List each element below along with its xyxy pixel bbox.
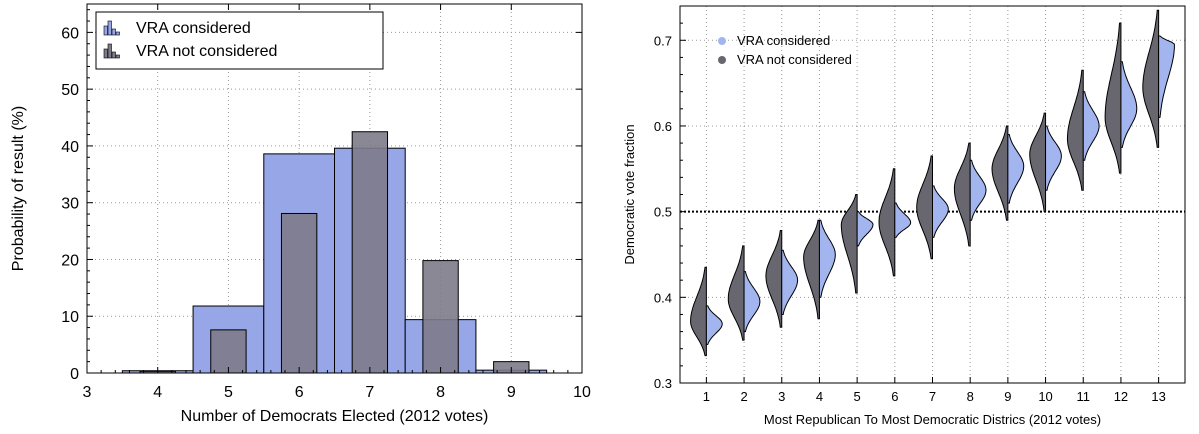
- violin-vra-not-considered-district-3: [765, 229, 783, 328]
- histogram-legend-box: [95, 11, 384, 70]
- violin-vra-not-considered-district-8: [953, 142, 971, 247]
- violin-x-tick-label: 2: [740, 389, 747, 404]
- legend-swatch-vra-considered: [103, 20, 120, 36]
- legend-swatch-bar: [103, 48, 108, 59]
- violin-y-tick-label: 0.5: [654, 205, 672, 220]
- violin-x-axis-label: Most Republican To Most Democratic Distr…: [764, 412, 1101, 427]
- legend-swatch-bar: [111, 51, 116, 59]
- violin-vra-not-considered-district-9: [991, 125, 1009, 221]
- violin-vra-considered-district-10: [1045, 125, 1062, 191]
- violin-y-tick-label: 0.4: [654, 290, 672, 305]
- legend-dot-vra-not-considered: [718, 56, 726, 64]
- violin-y-tick-label: 0.6: [654, 119, 672, 134]
- violin-vra-considered-district-1: [705, 305, 723, 345]
- violin-vra-not-considered-district-10: [1029, 112, 1047, 213]
- bar-vra-not-considered-7: [351, 131, 389, 374]
- histogram-y-tick-label: 10: [61, 309, 79, 326]
- violin-vra-considered-district-3: [781, 249, 799, 316]
- violin-x-tick-label: 8: [967, 389, 974, 404]
- violin-vra-not-considered-district-6: [878, 168, 896, 277]
- histogram-x-tick-label: 3: [83, 384, 92, 401]
- histogram-x-tick-label: 10: [573, 384, 591, 401]
- violin-y-tick-label: 0.7: [654, 33, 672, 48]
- violin-x-tick-label: 5: [854, 389, 861, 404]
- violin-x-tick-label: 13: [1151, 389, 1165, 404]
- violin-x-tick-label: 3: [778, 389, 785, 404]
- legend-swatch-bar: [107, 43, 112, 59]
- histogram-y-tick-label: 60: [61, 25, 79, 42]
- legend-swatch-bar: [111, 28, 116, 36]
- histogram-x-tick-label: 4: [153, 384, 162, 401]
- legend-swatch-bar: [115, 31, 120, 36]
- violin-vra-not-considered-district-12: [1104, 22, 1122, 174]
- violin-vra-considered-district-9: [1007, 133, 1025, 204]
- violin-vra-considered-district-7: [932, 185, 949, 238]
- violin-x-tick-label: 1: [703, 389, 710, 404]
- histogram-x-tick-label: 6: [295, 384, 304, 401]
- histogram-plot-frame: [86, 3, 583, 374]
- histogram-y-tick-label: 50: [61, 82, 79, 99]
- histogram-x-tick-label: 7: [365, 384, 374, 401]
- bar-vra-not-considered-5: [210, 329, 247, 374]
- violin-x-tick-label: 7: [929, 389, 936, 404]
- violin-vra-considered-district-6: [894, 202, 912, 238]
- violin-vra-considered-district-2: [743, 271, 761, 333]
- violin-vra-not-considered-district-7: [916, 155, 933, 260]
- violin-legend-label-vra-not-considered: VRA not considered: [737, 52, 852, 67]
- violin-legend-label-vra-considered: VRA considered: [737, 33, 830, 48]
- histogram-y-tick-label: 0: [70, 366, 79, 383]
- bar-vra-not-considered-8: [422, 260, 459, 374]
- violin-x-tick-label: 4: [816, 389, 823, 404]
- violin-vra-considered-district-13: [1158, 35, 1175, 118]
- violin-vra-considered-district-12: [1120, 61, 1138, 148]
- histogram-ticks: 3 4 5 6 7 8 9 10 0 10 20 30 40 50 60: [61, 4, 591, 401]
- violin-x-tick-label: 12: [1114, 389, 1128, 404]
- histogram-x-tick-label: 8: [436, 384, 445, 401]
- histogram-y-axis-label: Probability of result (%): [10, 106, 27, 271]
- legend-swatch-bar: [107, 20, 112, 36]
- violin-vra-not-considered-district-11: [1066, 69, 1084, 191]
- histogram-legend: VRA considered VRA not considered: [95, 11, 384, 70]
- histogram-y-tick-label: 40: [61, 139, 79, 156]
- violin-vra-not-considered-district-1: [690, 266, 707, 357]
- histogram-panel: 3 4 5 6 7 8 9 10 0 10 20 30 40 50 60 Number of Democra…: [10, 3, 591, 425]
- histogram-bars: [121, 131, 548, 374]
- histogram-x-tick-label: 9: [507, 384, 516, 401]
- violin-vra-considered-district-5: [856, 211, 874, 247]
- bar-vra-not-considered-6: [280, 212, 318, 374]
- violin-x-tick-label: 6: [891, 389, 898, 404]
- histogram-y-tick-label: 20: [61, 252, 79, 269]
- violin-vra-considered-district-8: [969, 159, 987, 221]
- violin-ticks: 1 2 3 4 5 6 7 8 9 10 11 12 130.30.40.50.60.7: [654, 22, 1166, 404]
- violin-vra-not-considered-district-2: [727, 245, 745, 341]
- violin-panel: 1 2 3 4 5 6 7 8 9 10 11 12 130.30.40.50.60.7 Most Re…: [622, 5, 1186, 427]
- legend-swatch-bar: [103, 25, 108, 36]
- violin-vra-considered-district-11: [1082, 91, 1100, 161]
- violin-vra-not-considered-district-4: [803, 219, 820, 320]
- violin-x-tick-label: 11: [1076, 389, 1090, 404]
- legend-label-vra-not-considered: VRA not considered: [136, 43, 277, 60]
- violin-y-axis-label: Democratic vote fraction: [622, 124, 637, 264]
- violin-legend: VRA considered VRA not considered: [718, 33, 852, 67]
- violin-vra-not-considered-district-5: [840, 194, 858, 294]
- histogram-x-tick-label: 5: [224, 384, 233, 401]
- histogram-y-tick-label: 30: [61, 196, 79, 213]
- violin-shapes: [690, 9, 1175, 357]
- violin-vra-considered-district-4: [818, 219, 836, 298]
- violin-x-tick-label: 9: [1004, 389, 1011, 404]
- legend-swatch-vra-not-considered: [103, 43, 120, 59]
- violin-x-tick-label: 10: [1038, 389, 1052, 404]
- legend-label-vra-considered: VRA considered: [136, 20, 251, 37]
- legend-swatch-bar: [115, 54, 120, 59]
- violin-vra-not-considered-district-13: [1142, 9, 1160, 148]
- legend-dot-vra-considered: [718, 37, 726, 45]
- violin-y-tick-label: 0.3: [654, 376, 672, 391]
- histogram-x-axis-label: Number of Democrats Elected (2012 votes): [181, 408, 489, 425]
